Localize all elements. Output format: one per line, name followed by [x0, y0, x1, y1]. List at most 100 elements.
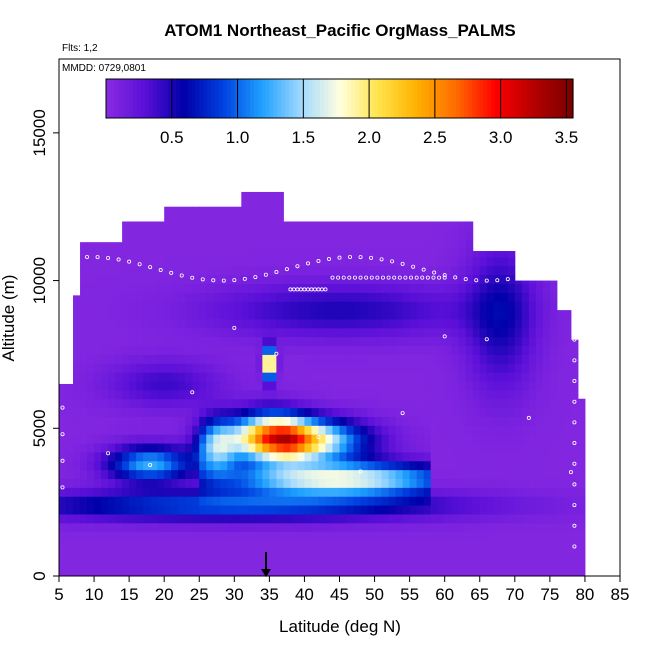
- heatmap-cell: [206, 478, 214, 488]
- heatmap-cell: [535, 336, 544, 347]
- heatmap-cell: [451, 478, 460, 488]
- heatmap-cell: [479, 460, 488, 471]
- heatmap-cell: [255, 434, 263, 444]
- heatmap-cell: [458, 558, 467, 568]
- heatmap-cell: [192, 416, 200, 426]
- heatmap-cell: [507, 251, 516, 258]
- heatmap-cell: [241, 549, 249, 559]
- heatmap-cell: [430, 301, 439, 311]
- heatmap-cell: [115, 242, 123, 249]
- heatmap-cell: [465, 416, 474, 426]
- colorbar-swatch: [144, 79, 150, 118]
- heatmap-cell: [458, 292, 467, 302]
- heatmap-cell: [87, 292, 95, 302]
- heatmap-cell: [108, 256, 116, 267]
- heatmap-cell: [66, 407, 74, 417]
- heatmap-cell: [507, 478, 516, 488]
- heatmap-cell: [255, 549, 263, 559]
- heatmap-cell: [94, 558, 102, 568]
- heatmap-cell: [185, 496, 193, 506]
- heatmap-cell: [122, 336, 130, 347]
- heatmap-cell: [472, 327, 481, 338]
- heatmap-cell: [528, 301, 537, 311]
- colorbar-swatch: [265, 79, 271, 118]
- heatmap-cell: [213, 522, 221, 533]
- heatmap-cell: [325, 460, 333, 471]
- heatmap-cell: [542, 283, 551, 293]
- heatmap-cell: [514, 425, 523, 435]
- heatmap-cell: [416, 451, 425, 462]
- heatmap-cell: [192, 327, 200, 338]
- colorbar-swatch: [137, 79, 142, 118]
- colorbar-swatch: [273, 79, 278, 118]
- heatmap-cell: [444, 487, 453, 497]
- heatmap-cell: [59, 398, 67, 409]
- heatmap-cell: [311, 363, 319, 373]
- colorbar-swatch: [281, 79, 286, 118]
- heatmap-cell: [213, 558, 221, 568]
- colorbar-swatch: [277, 79, 282, 118]
- heatmap-cell: [325, 381, 333, 391]
- heatmap-cell: [80, 327, 88, 338]
- heatmap-cell: [185, 443, 193, 453]
- colorbar-swatch: [323, 79, 329, 118]
- heatmap-cell: [346, 478, 355, 488]
- heatmap-cell: [255, 345, 263, 355]
- heatmap-cell: [444, 301, 453, 311]
- heatmap-cell: [227, 460, 235, 471]
- heatmap-cell: [332, 416, 340, 426]
- heatmap-cell: [304, 292, 312, 302]
- heatmap-cell: [353, 318, 362, 329]
- heatmap-cell: [479, 567, 488, 577]
- heatmap-cell: [465, 407, 474, 417]
- heatmap-cell: [227, 505, 235, 515]
- heatmap-cell: [276, 540, 284, 550]
- heatmap-cell: [262, 469, 270, 480]
- heatmap-cell: [122, 301, 130, 311]
- heatmap-cell: [66, 505, 74, 515]
- heatmap-cell: [80, 522, 88, 533]
- heatmap-cell: [339, 336, 348, 347]
- heatmap-cell: [465, 389, 474, 400]
- flight-track-point: [148, 265, 153, 270]
- heatmap-cell: [458, 301, 467, 311]
- heatmap-cell: [311, 372, 319, 382]
- heatmap-cell: [87, 558, 95, 568]
- heatmap-cell: [87, 256, 95, 267]
- heatmap-cell: [451, 301, 460, 311]
- heatmap-cell: [374, 478, 383, 488]
- heatmap-cell: [311, 469, 319, 480]
- flight-track-point: [572, 420, 577, 425]
- heatmap-cell: [577, 487, 586, 497]
- flight-track-point: [326, 257, 331, 262]
- heatmap-cell: [248, 558, 256, 568]
- heatmap-cell: [59, 513, 67, 524]
- heatmap-cell: [507, 310, 516, 320]
- heatmap-cell: [444, 451, 453, 462]
- heatmap-cell: [388, 274, 397, 285]
- heatmap-cell: [129, 336, 137, 347]
- flight-track-point: [116, 257, 121, 262]
- heatmap-cell: [290, 248, 298, 258]
- heatmap-cell: [220, 381, 228, 391]
- colorbar-tick-label: 2.5: [423, 128, 447, 147]
- heatmap-cell: [374, 567, 383, 577]
- heatmap-cell: [241, 434, 249, 444]
- flight-track-point: [516, 275, 521, 280]
- heatmap-cell: [101, 372, 109, 382]
- heatmap-cell: [143, 301, 151, 311]
- heatmap-cell: [234, 487, 242, 497]
- heatmap-cell: [514, 549, 523, 559]
- heatmap-cell: [325, 478, 333, 488]
- heatmap-cell: [213, 478, 221, 488]
- heatmap-cell: [549, 487, 558, 497]
- heatmap-cell: [129, 425, 137, 435]
- heatmap-cell: [437, 256, 446, 267]
- heatmap-cell: [556, 363, 565, 373]
- heatmap-cell: [262, 345, 270, 355]
- heatmap-cell: [185, 487, 193, 497]
- heatmap-cell: [318, 398, 326, 409]
- heatmap-cell: [381, 336, 390, 347]
- heatmap-cell: [283, 274, 291, 285]
- heatmap-cell: [577, 478, 586, 488]
